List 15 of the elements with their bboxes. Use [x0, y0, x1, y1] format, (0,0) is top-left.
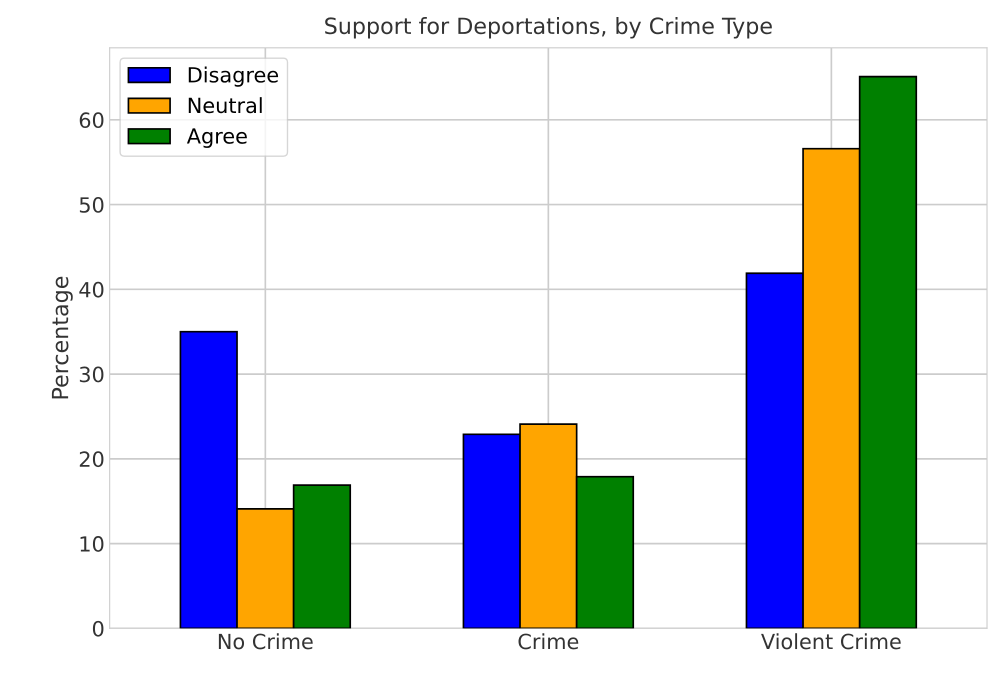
- legend-label: Disagree: [188, 66, 278, 87]
- x-tick-label: No Crime: [218, 633, 313, 650]
- legend-label: Neutral: [188, 97, 262, 114]
- x-tick-label: Violent Crime: [761, 633, 901, 650]
- y-tick-label: 40: [79, 282, 104, 298]
- chart-title: Support for Deportations, by Crime Type: [325, 17, 772, 39]
- y-tick-label: 50: [80, 197, 104, 213]
- y-tick-label: 10: [80, 536, 104, 552]
- y-tick-label: 0: [92, 620, 104, 637]
- x-tick-label: Crime: [518, 633, 578, 650]
- y-tick-label: 20: [80, 451, 104, 468]
- legend-label: Agree: [186, 128, 247, 148]
- y-axis-title: Percentage: [52, 276, 73, 398]
- y-tick-label: 30: [80, 366, 104, 382]
- y-tick-label: 60: [80, 112, 104, 128]
